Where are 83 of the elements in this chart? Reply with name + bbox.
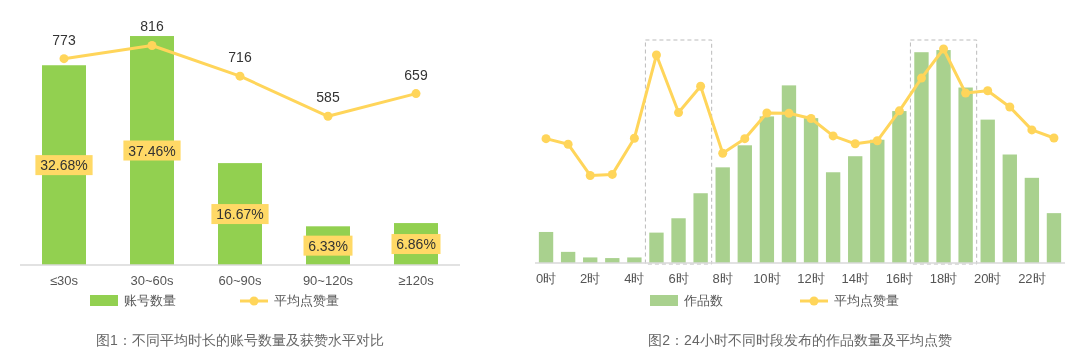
legend-label: 作品数	[683, 293, 723, 308]
point	[411, 89, 421, 99]
x-tick-label: 0时	[535, 271, 557, 286]
x-tick-label: 14时	[841, 271, 869, 286]
data-label: 32.68%	[40, 157, 88, 174]
point	[585, 170, 595, 180]
x-tick-label: 6时	[668, 271, 689, 286]
bar	[1046, 213, 1062, 263]
point	[651, 50, 661, 60]
bar	[649, 232, 664, 263]
x-tick-label: 2时	[580, 271, 601, 286]
bar	[1024, 177, 1040, 263]
bar	[737, 145, 752, 263]
x-tick-label: 20时	[973, 271, 1002, 286]
point	[59, 54, 69, 64]
bar	[825, 172, 841, 263]
bar	[980, 119, 995, 263]
bar	[781, 85, 797, 263]
data-label: 773	[52, 31, 76, 48]
bar	[892, 111, 907, 263]
x-tick-label: 90~120s	[302, 273, 354, 288]
bar	[1002, 154, 1017, 263]
point	[872, 136, 882, 146]
x-tick-label: 16时	[885, 271, 914, 286]
bar	[627, 257, 642, 263]
x-tick-label: 12时	[797, 271, 825, 286]
point	[740, 134, 750, 144]
point	[784, 108, 794, 118]
point	[1005, 102, 1015, 112]
bar	[671, 218, 686, 263]
bar	[759, 116, 775, 263]
point	[828, 131, 838, 141]
point	[718, 148, 728, 158]
x-tick-label: 8时	[712, 271, 733, 286]
point	[916, 73, 926, 83]
bar	[538, 231, 554, 263]
point	[696, 81, 706, 91]
x-tick-label: 4时	[624, 271, 645, 286]
data-label: 716	[228, 49, 252, 66]
point	[541, 134, 551, 144]
x-tick-label: 60~90s	[218, 273, 262, 288]
point	[894, 106, 904, 116]
data-label: 6.33%	[308, 237, 348, 254]
bar	[914, 52, 929, 263]
point	[939, 44, 949, 54]
point	[235, 71, 245, 81]
bar	[693, 193, 708, 263]
bar	[803, 118, 819, 263]
bar	[870, 139, 885, 263]
data-label: 585	[316, 89, 340, 106]
point	[983, 86, 993, 96]
x-tick-label: 22时	[1018, 271, 1046, 286]
data-label: 659	[404, 66, 428, 83]
x-tick-label: 30~60s	[130, 273, 174, 288]
data-label: 6.86%	[396, 236, 436, 253]
point	[961, 88, 971, 98]
point	[147, 40, 157, 50]
legend-label: 平均点赞量	[834, 293, 899, 308]
caption: 图2：24小时不同时段发布的作品数量及平均点赞	[648, 332, 952, 348]
caption: 图1：不同平均时长的账号数量及获赞水平对比	[96, 332, 384, 348]
data-label: 816	[140, 18, 164, 35]
legend-label: 平均点赞量	[274, 293, 339, 308]
point	[850, 139, 860, 149]
point	[607, 169, 617, 179]
x-tick-label: ≤30s	[49, 273, 79, 288]
bar	[936, 50, 951, 263]
x-tick-label: ≥120s	[398, 273, 435, 288]
point	[1049, 133, 1059, 143]
point	[762, 108, 772, 118]
point	[323, 111, 333, 121]
legend-label: 账号数量	[124, 293, 176, 308]
bar	[958, 87, 973, 263]
x-tick-label: 10时	[753, 271, 781, 286]
data-label: 16.67%	[216, 206, 264, 223]
bar	[848, 156, 863, 263]
bar	[715, 167, 730, 263]
point	[806, 114, 816, 124]
point	[629, 133, 639, 143]
x-tick-label: 18时	[929, 271, 958, 286]
point	[674, 108, 684, 118]
point	[1027, 125, 1037, 135]
data-label: 37.46%	[128, 142, 176, 159]
point	[563, 139, 573, 149]
